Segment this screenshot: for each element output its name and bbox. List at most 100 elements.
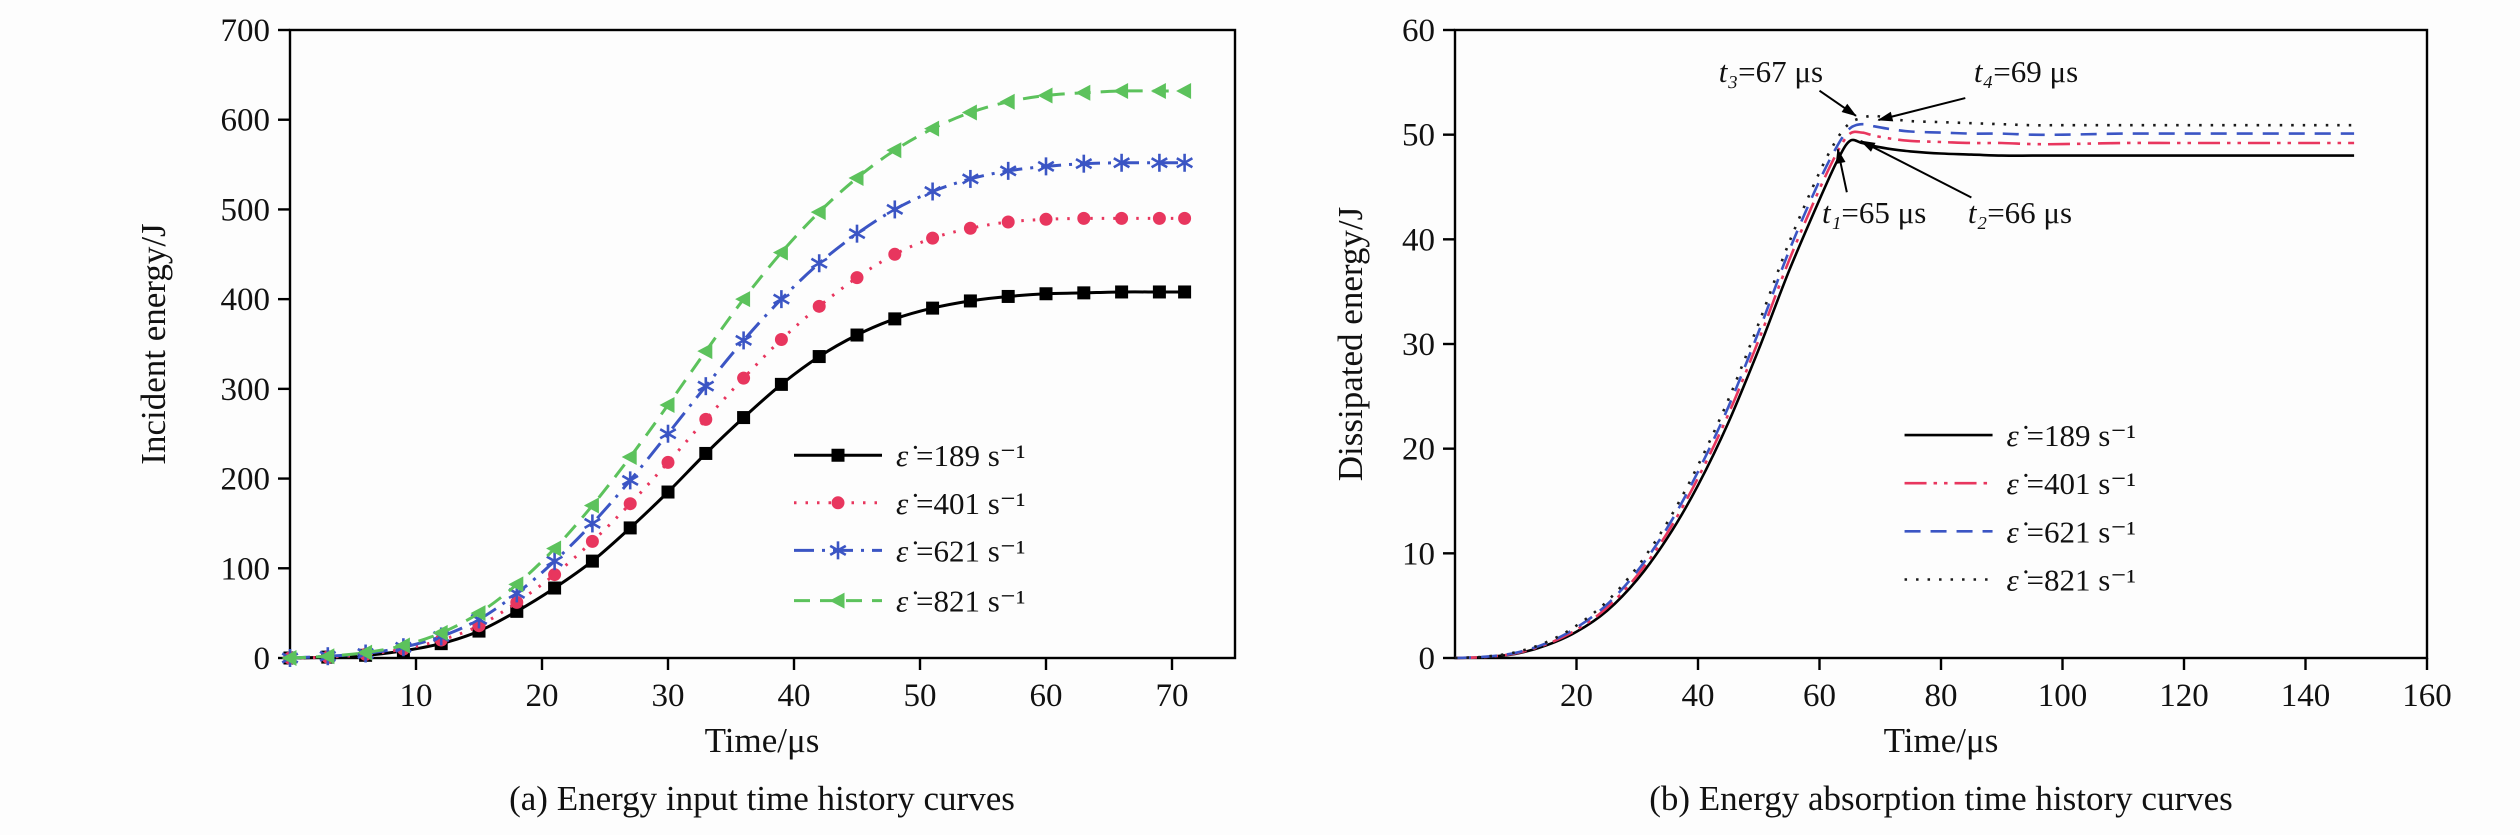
x-tick-label: 60 xyxy=(1030,678,1063,714)
series-line-2 xyxy=(289,161,1185,660)
square-marker xyxy=(850,328,864,342)
circle-marker xyxy=(585,534,599,548)
x-tick-label: 50 xyxy=(904,678,937,714)
annotation-2: t₁=65 μs xyxy=(1822,148,1926,230)
chart-a-y-axis-title: Incident energy/J xyxy=(134,223,173,464)
square-marker xyxy=(812,350,826,364)
square-marker xyxy=(774,377,788,391)
star-marker xyxy=(810,257,828,269)
triangle-marker xyxy=(659,397,675,414)
circle-marker xyxy=(888,247,902,261)
chart-a-x-axis-title: Time/μs xyxy=(705,721,820,760)
y-tick-label: 40 xyxy=(1402,222,1435,258)
y-tick-label: 300 xyxy=(221,372,271,408)
square-marker xyxy=(1039,287,1053,301)
annotation-arrow xyxy=(1877,97,1966,122)
figure-panel-b: 20 40 60 80 100 120 140 160 0 10 20 30 40 50 60 ε̇ =189… xyxy=(1260,0,2520,835)
annotation-1: t₄=69 μs xyxy=(1877,54,2078,122)
circle-marker xyxy=(1178,211,1192,225)
square-marker xyxy=(661,485,675,499)
y-tick-label: 50 xyxy=(1402,118,1435,154)
star-marker xyxy=(961,173,979,185)
legend-label-0: ε̇ =189 s⁻¹ xyxy=(2007,418,2136,453)
x-tick-label: 140 xyxy=(2281,678,2331,714)
triangle-marker xyxy=(281,650,297,666)
y-tick-label: 500 xyxy=(221,192,271,228)
legend-label-1: ε̇ =401 s⁻¹ xyxy=(2007,466,2136,501)
triangle-marker xyxy=(357,644,373,661)
square-marker xyxy=(1152,285,1166,299)
star-marker xyxy=(546,555,564,567)
circle-marker xyxy=(850,271,864,285)
triangle-marker xyxy=(394,637,410,654)
chart-b-x-axis-title: Time/μs xyxy=(1884,721,1999,760)
star-marker xyxy=(621,474,639,486)
star-marker xyxy=(999,165,1017,177)
plot-frame xyxy=(288,28,1237,660)
square-marker xyxy=(548,581,562,595)
y-tick-label: 0 xyxy=(1419,641,1436,677)
annotation-text: t₄=69 μs xyxy=(1974,54,2078,89)
y-tick-label: 700 xyxy=(221,13,271,49)
star-marker xyxy=(1037,160,1055,172)
annotation-3: t₂=66 μs xyxy=(1859,140,2072,230)
x-tick-label: 40 xyxy=(778,678,811,714)
star-marker xyxy=(924,185,942,198)
triangle-marker xyxy=(1037,87,1053,104)
circle-marker xyxy=(1115,211,1129,225)
circle-marker xyxy=(831,496,845,510)
square-marker xyxy=(1077,286,1091,300)
circle-marker xyxy=(926,231,940,245)
star-marker xyxy=(848,228,866,240)
annotation-0: t₃=67 μs xyxy=(1719,54,1857,117)
y-tick-label: 20 xyxy=(1402,432,1435,468)
legend: ε̇ =189 s⁻¹ ε̇ =401 s⁻¹ ε̇ =621 s⁻¹ ε̇ =821… xyxy=(794,438,1025,619)
x-tick-label: 160 xyxy=(2402,678,2452,714)
annotation-text: t₁=65 μs xyxy=(1822,195,1926,230)
x-tick-label: 40 xyxy=(1682,678,1715,714)
star-marker xyxy=(1150,157,1168,169)
circle-marker xyxy=(1001,215,1015,229)
square-marker xyxy=(926,301,940,315)
x-tick-label: 30 xyxy=(652,678,685,714)
series-line-1 xyxy=(1454,130,2355,660)
legend-label-2: ε̇ =621 s⁻¹ xyxy=(896,533,1025,568)
annotation-text: t₂=66 μs xyxy=(1968,195,2072,230)
square-marker xyxy=(699,446,713,460)
square-marker xyxy=(1178,285,1192,299)
y-tick-label: 30 xyxy=(1402,327,1435,363)
triangle-marker xyxy=(583,497,599,514)
triangle-marker xyxy=(1150,83,1166,100)
legend-label-3: ε̇ =821 s⁻¹ xyxy=(896,584,1025,619)
chart-b-plot-group: 20 40 60 80 100 120 140 160 0 10 20 30 40 50 60 ε̇ =189… xyxy=(1402,13,2452,714)
triangle-marker xyxy=(508,576,524,593)
triangle-marker xyxy=(319,648,335,665)
star-marker xyxy=(886,203,904,216)
figure-panel-a: 10 20 30 40 50 60 70 0 100 200 300 400 500 600 700 ε̇ =… xyxy=(134,13,1237,818)
series-markers-3 xyxy=(281,83,1192,666)
triangle-marker xyxy=(546,540,562,557)
x-tick-label: 70 xyxy=(1156,678,1189,714)
x-tick-label: 20 xyxy=(1560,678,1593,714)
series-line-1 xyxy=(289,216,1185,660)
y-tick-label: 400 xyxy=(221,282,271,318)
circle-marker xyxy=(548,568,562,582)
triangle-marker xyxy=(924,120,940,137)
square-marker xyxy=(831,448,845,462)
y-tick-label: 60 xyxy=(1402,13,1435,49)
circle-marker xyxy=(699,412,713,426)
series-line-2 xyxy=(1454,122,2355,660)
square-marker xyxy=(1115,285,1129,299)
annotation-arrow xyxy=(1835,148,1848,193)
x-tick-label: 100 xyxy=(2038,678,2088,714)
x-tick-label: 20 xyxy=(526,678,559,714)
series-line-0 xyxy=(1454,138,2355,660)
star-marker xyxy=(772,293,790,305)
circle-marker xyxy=(623,497,637,511)
annotation-text: t₃=67 μs xyxy=(1719,54,1823,89)
star-marker xyxy=(735,334,753,347)
square-marker xyxy=(888,312,902,326)
